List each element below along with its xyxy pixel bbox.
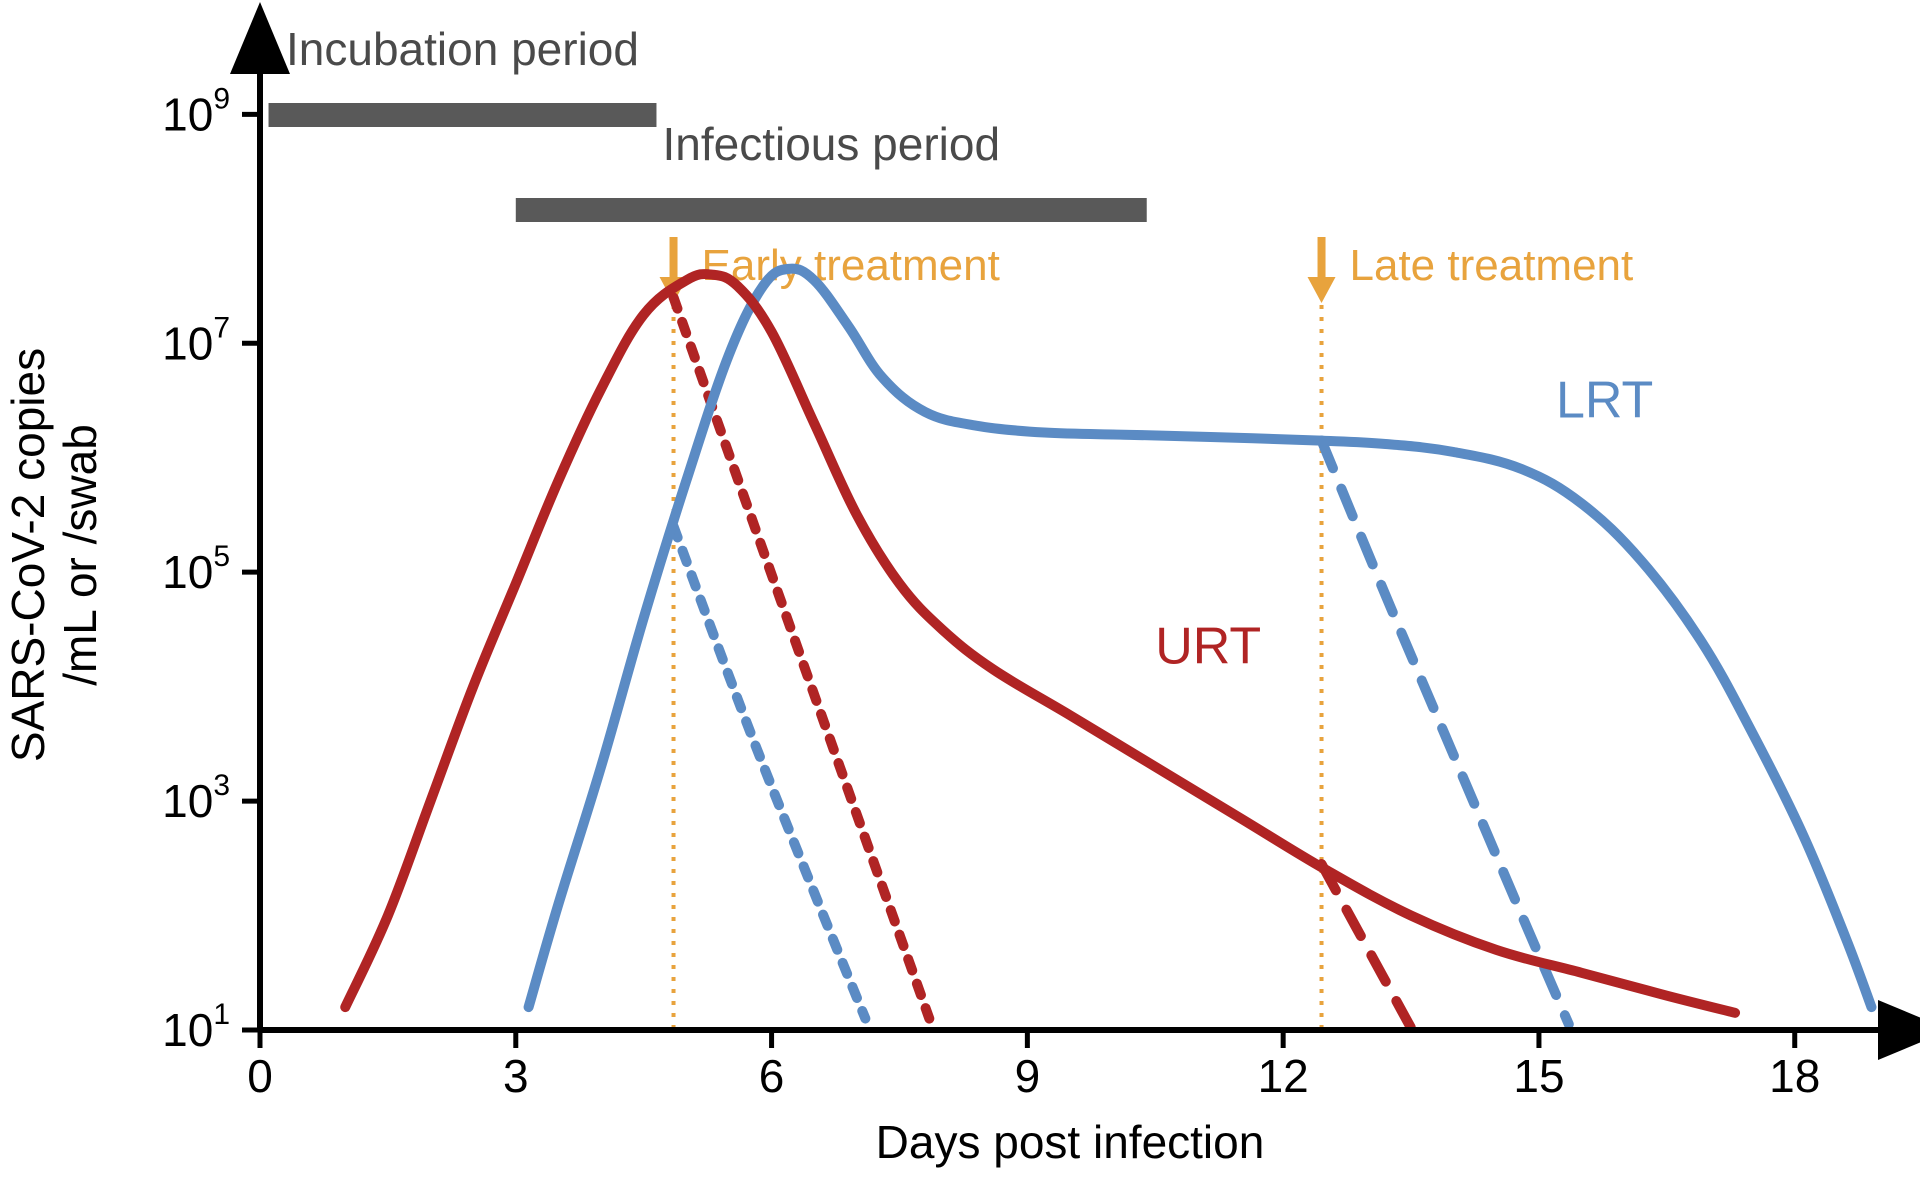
urt-series-label: URT xyxy=(1155,618,1261,676)
x-tick-label: 15 xyxy=(1513,1050,1564,1102)
x-tick-label: 18 xyxy=(1769,1050,1820,1102)
x-tick-label: 3 xyxy=(503,1050,529,1102)
viral-kinetics-chart: Incubation period Infectious period Early … xyxy=(0,0,1920,1193)
x-axis-label: Days post infection xyxy=(876,1116,1265,1168)
infectious-period-label: Infectious period xyxy=(662,118,1000,170)
y-tick-label: 101 xyxy=(162,998,230,1056)
late-treatment-arrow-head xyxy=(1308,277,1336,303)
incubation-period-label: Incubation period xyxy=(286,23,639,75)
y-tick-label: 103 xyxy=(162,769,230,827)
y-tick-label: 105 xyxy=(162,540,230,598)
lrt-series-label: LRT xyxy=(1556,372,1653,430)
infectious-period-bar xyxy=(516,198,1147,222)
urt-curve xyxy=(345,274,1735,1013)
x-tick-label: 0 xyxy=(247,1050,273,1102)
y-tick-label: 107 xyxy=(162,311,230,369)
x-tick-label: 12 xyxy=(1258,1050,1309,1102)
early-treatment-label: Early treatment xyxy=(702,241,1000,290)
x-tick-label: 9 xyxy=(1015,1050,1041,1102)
y-axis-label: SARS-CoV-2 copies/mL or /swab xyxy=(2,348,106,762)
x-tick-label: 6 xyxy=(759,1050,785,1102)
late-treatment-label: Late treatment xyxy=(1350,241,1634,290)
y-tick-label: 109 xyxy=(162,82,230,140)
chart-container: Incubation period Infectious period Early … xyxy=(0,0,1920,1193)
incubation-period-bar xyxy=(269,103,657,127)
